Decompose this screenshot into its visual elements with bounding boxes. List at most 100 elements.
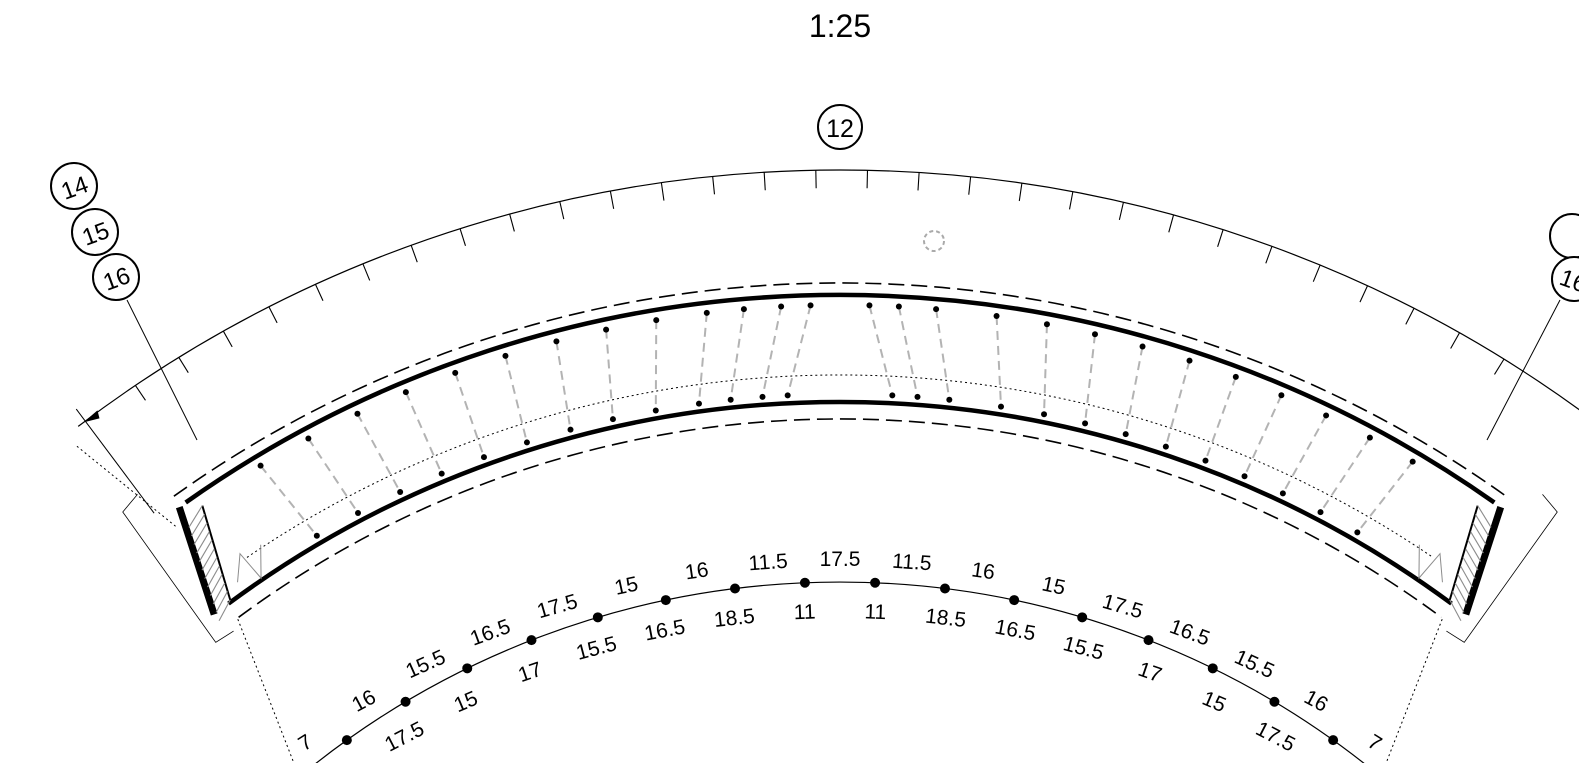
rib-line [995, 315, 1002, 407]
dimension-label-upper: 11.5 [748, 550, 789, 576]
arc-tick [410, 245, 418, 263]
callout-15[interactable]: 15 [71, 208, 119, 256]
dimension-label-lower: 16.5 [993, 615, 1037, 645]
callout-12[interactable]: 12 [817, 104, 863, 150]
hatch-line-left [201, 548, 215, 571]
arc-tick [1312, 264, 1321, 282]
rib-line [555, 341, 572, 430]
dimension-node [1269, 696, 1280, 707]
rib-anchor-bottom [889, 392, 896, 399]
dimension-label-lower: 15.5 [574, 632, 619, 665]
rib-anchor-top [740, 306, 747, 313]
arc-tick [1265, 246, 1273, 264]
rib-anchor-top [703, 309, 710, 316]
formwork-outline-left [122, 494, 234, 643]
rib-line [897, 306, 919, 398]
rib-anchor-bottom [397, 488, 404, 495]
rib-anchor-top [1323, 412, 1330, 419]
beam-end-inner-line-right [1448, 505, 1479, 601]
dimension-label-lower: 17.5 [381, 717, 428, 756]
dimension-label-lower: 18.5 [713, 605, 756, 632]
arc-tick [609, 190, 615, 209]
callout-12-label: 12 [826, 115, 854, 143]
arc-tick [1405, 308, 1415, 325]
beam-outer-face [184, 292, 1496, 505]
scale-label: 1:25 [808, 8, 872, 44]
beam-inner-face [227, 399, 1453, 606]
rib-line [1281, 414, 1327, 494]
rib-line [935, 308, 951, 400]
rib-anchor-top [1043, 321, 1050, 328]
rib-anchor-bottom [1041, 411, 1048, 418]
hatch-line-left [196, 531, 210, 554]
rib-anchor-top [1139, 343, 1146, 350]
formwork-outline-right [1446, 494, 1558, 643]
rib-anchor-bottom [480, 454, 487, 461]
dimension-node [939, 583, 950, 594]
arc-tick [1359, 285, 1369, 303]
dimension-label-upper: 15 [1040, 572, 1068, 599]
dimension-label-lower: 17 [1135, 658, 1165, 687]
arc-tick [178, 357, 189, 374]
hatch-line-left [207, 565, 220, 588]
rib-line [605, 329, 614, 420]
dimension-node [526, 635, 537, 646]
hatch-line-right [1470, 531, 1484, 554]
dimension-node [592, 612, 603, 623]
extension-line-left [75, 408, 155, 514]
rib-dashed-lines [257, 302, 1416, 539]
dimension-label-upper: 7 [1363, 730, 1385, 756]
arc-tick [559, 201, 565, 220]
extension-line-left [237, 618, 295, 763]
rib-anchor-bottom [1202, 457, 1209, 464]
rib-anchor-bottom [1241, 473, 1248, 480]
hatch-line-right [1449, 599, 1462, 622]
dimension-label-lower: 11 [793, 600, 816, 624]
rib-anchor-top [866, 302, 873, 309]
callout-16[interactable]: 16 [92, 253, 140, 301]
dimension-label-lower: 15 [451, 687, 482, 717]
rib-anchor-bottom [1354, 529, 1361, 536]
beam-end-inner-line-left [201, 505, 232, 601]
hatch-line-right [1465, 548, 1479, 571]
dimension-label-upper: 11.5 [891, 550, 932, 576]
arc-tick [1217, 229, 1224, 247]
callout-16-right[interactable]: 16 [1549, 213, 1579, 302]
extension-line-dotted [76, 445, 178, 528]
dimension-label-upper: 17.5 [820, 548, 861, 571]
extension-line-right [1385, 618, 1443, 763]
arc-tick [362, 263, 371, 281]
dimension-label-upper: 16.5 [467, 615, 513, 651]
rib-anchor-top [933, 306, 940, 313]
rib-anchor-bottom [1317, 509, 1324, 516]
rib-anchor-bottom [609, 416, 616, 423]
dimension-label-upper: 17.5 [1100, 590, 1146, 623]
rib-anchor-bottom [355, 509, 362, 516]
arc-tick [660, 182, 665, 201]
rib-line [1124, 346, 1144, 435]
dimension-node [462, 663, 473, 674]
dimension-label-upper: 16.5 [1166, 615, 1212, 651]
rib-anchor-top [1366, 434, 1373, 441]
rib-anchor-top [895, 303, 902, 310]
dimension-node [341, 735, 352, 746]
rib-anchor-bottom [1122, 431, 1129, 438]
rib-line [761, 306, 783, 398]
rib-anchor-top [553, 338, 560, 345]
rib-line [1319, 437, 1371, 513]
rib-anchor-bottom [438, 470, 445, 477]
rib-anchor-bottom [1082, 420, 1089, 427]
callout-14[interactable]: 14 [50, 162, 98, 210]
arc-tick [1168, 214, 1175, 233]
rib-anchor-top [1091, 331, 1098, 338]
beam-end-cap-right [1462, 506, 1505, 616]
hatch-line-right [1472, 522, 1487, 545]
rib-anchor-top [402, 389, 409, 396]
hatch-line-left [204, 557, 218, 579]
dimension-label-upper: 15 [613, 572, 641, 599]
dimension-node [1328, 735, 1339, 746]
rib-line [1204, 376, 1237, 461]
arc-tick [1068, 191, 1074, 210]
dimension-node [799, 577, 810, 588]
